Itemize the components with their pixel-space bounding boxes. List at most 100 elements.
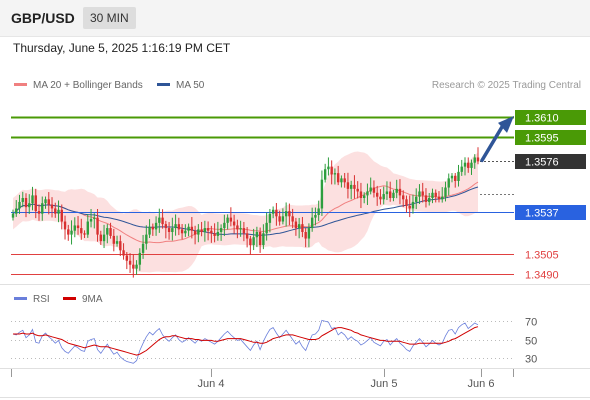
- candle-body: [349, 184, 353, 189]
- candle-body: [41, 203, 44, 214]
- candle-body: [359, 191, 363, 198]
- candle-body: [369, 187, 372, 192]
- rsi-swatch: [14, 296, 27, 300]
- candle-body: [242, 228, 246, 234]
- candle-body: [379, 196, 382, 200]
- candle-body: [24, 198, 28, 208]
- candle-body: [431, 192, 434, 198]
- candle-body: [336, 173, 340, 183]
- projection-arrow-head: [498, 115, 514, 133]
- candle-body: [411, 201, 415, 209]
- candle-body: [135, 264, 138, 269]
- ma20-label: MA 20 + Bollinger Bands: [33, 80, 143, 91]
- level-label-box: [515, 130, 586, 145]
- candle-body: [385, 191, 389, 195]
- candle-body: [99, 234, 102, 242]
- candle-body: [80, 228, 83, 234]
- bollinger-band: [13, 151, 478, 273]
- candle-body: [467, 162, 470, 168]
- candle-body: [239, 228, 242, 230]
- candle-body: [252, 237, 255, 246]
- candle-body: [284, 211, 288, 217]
- candle-body: [112, 235, 116, 244]
- ma50-label: MA 50: [176, 80, 205, 91]
- candle-body: [382, 194, 385, 200]
- candle-body: [60, 209, 63, 222]
- candle-body: [210, 230, 213, 234]
- candle-body: [294, 221, 298, 229]
- legend-9ma: 9MA: [63, 294, 103, 305]
- candle-body: [174, 224, 177, 229]
- candle-body: [67, 229, 70, 235]
- ma50-line: [12, 186, 479, 236]
- candle-body: [206, 228, 210, 231]
- candle-body: [203, 228, 207, 232]
- candle-body: [148, 226, 151, 235]
- candle-body: [171, 228, 174, 232]
- candle-body: [21, 198, 24, 202]
- rsi-label: RSI: [33, 294, 50, 305]
- candle-body: [389, 191, 392, 198]
- candle-body: [402, 195, 405, 200]
- level-label: 1.3610: [525, 113, 559, 125]
- candle-body: [151, 226, 155, 230]
- candle-body: [232, 221, 236, 226]
- candle-body: [281, 216, 285, 222]
- candle-body: [109, 228, 112, 236]
- candle-body: [346, 182, 350, 189]
- candle-body: [11, 213, 15, 218]
- candle-body: [333, 173, 337, 175]
- rsi-tick-label: 70: [525, 317, 537, 329]
- ma9-swatch: [63, 296, 76, 300]
- candle-body: [265, 222, 268, 234]
- candle-body: [392, 192, 395, 198]
- candle-body: [141, 243, 145, 253]
- candle-body: [314, 215, 317, 218]
- candle-body: [83, 233, 86, 235]
- candle-body: [317, 208, 320, 215]
- candle-body: [476, 157, 480, 162]
- timeframe-badge[interactable]: 30 MIN: [83, 7, 136, 29]
- candle-body: [73, 225, 76, 231]
- candle-body: [229, 217, 233, 222]
- candle-body: [395, 188, 398, 193]
- rsi-tick-label: 50: [525, 336, 537, 348]
- candle-body: [226, 217, 229, 223]
- candle-body: [275, 209, 278, 217]
- candle-body: [219, 228, 223, 232]
- candle-body: [93, 217, 96, 219]
- candle-body: [444, 187, 447, 197]
- ma9-label: 9MA: [82, 294, 103, 305]
- candle-body: [372, 187, 376, 193]
- candle-body: [184, 230, 187, 234]
- candles: [11, 147, 480, 278]
- candle-body: [89, 218, 93, 222]
- candle-body: [200, 229, 203, 232]
- candle-body: [70, 230, 73, 235]
- level-label: 1.3537: [525, 208, 559, 220]
- candle-body: [340, 178, 343, 183]
- candle-body: [473, 157, 476, 163]
- candle-body: [128, 260, 132, 265]
- candle-body: [447, 178, 450, 188]
- candle-body: [47, 199, 50, 205]
- candle-body: [356, 188, 359, 192]
- chart-datetime: Thursday, June 5, 2025 1:16:19 PM CET: [13, 41, 231, 55]
- candle-body: [122, 250, 125, 256]
- candle-body: [96, 217, 99, 235]
- candle-body: [86, 221, 89, 235]
- candle-body: [216, 232, 220, 236]
- candle-body: [37, 211, 41, 214]
- rsi-line: [12, 319, 479, 364]
- symbol-title: GBP/USD: [11, 10, 75, 26]
- candle-body: [197, 229, 200, 235]
- ma50-swatch: [157, 82, 170, 86]
- candle-body: [245, 233, 249, 239]
- research-credit: Research © 2025 Trading Central: [431, 80, 581, 91]
- candle-body: [288, 211, 291, 217]
- candle-body: [405, 199, 408, 206]
- candle-body: [418, 191, 421, 197]
- candle-body: [145, 234, 148, 244]
- candle-body: [167, 228, 171, 232]
